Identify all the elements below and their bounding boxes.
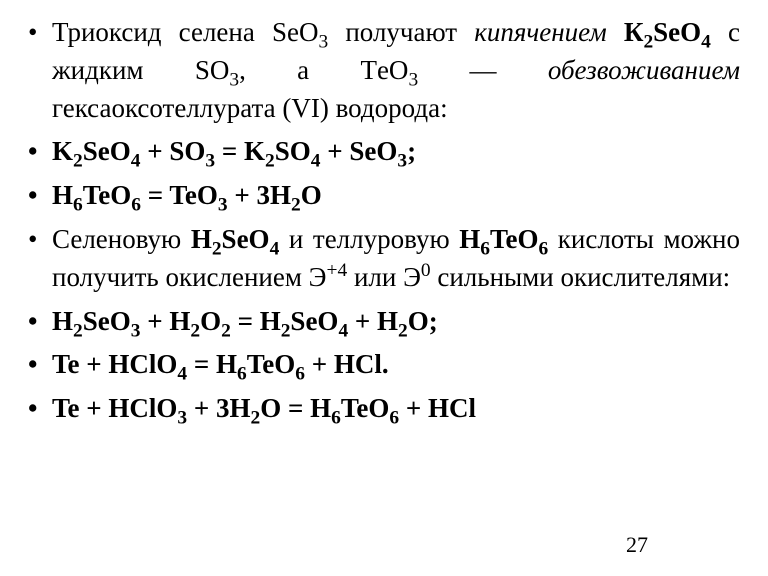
formula-h2seo4: H2SeO4 [191, 224, 279, 254]
text: или Э [347, 262, 421, 292]
text: TeO [247, 349, 296, 379]
text: + HCl [399, 393, 476, 423]
text: O = H [260, 393, 331, 423]
text: SеO [83, 136, 131, 166]
text: = TeO [141, 180, 218, 210]
text: ; [407, 136, 416, 166]
text: SeO [83, 306, 131, 336]
text: SеO [653, 17, 701, 47]
subscript: 3 [408, 69, 418, 90]
subscript: 2 [398, 320, 408, 341]
subscript: 6 [73, 195, 83, 216]
superscript: +4 [327, 260, 348, 281]
text: — [418, 55, 548, 85]
superscript: 0 [421, 260, 431, 281]
text: Te + HClO [52, 349, 177, 379]
subscript: 4 [270, 238, 280, 259]
text: гексаоксотеллурата (VI) водорода: [52, 93, 448, 123]
formula-k2seo4: К2SеO4 [624, 17, 711, 47]
text: H [459, 224, 480, 254]
text: H [52, 306, 73, 336]
equation-te-hclo4: Te + HClO4 = H6TeO6 + HCl. [22, 346, 740, 384]
paragraph-acids: Селеновую H2SeO4 и теллуровую H6TeO6 кис… [22, 221, 740, 297]
text: SO [275, 136, 311, 166]
bullet-list: Триоксид селена SеO3 получают кипячением… [22, 14, 740, 428]
subscript: 2 [251, 408, 261, 429]
text: O [200, 306, 221, 336]
text: = K [215, 136, 265, 166]
text: + H [348, 306, 398, 336]
subscript: 2 [190, 320, 200, 341]
italic-text: обезвоживанием [548, 55, 740, 85]
subscript: 2 [291, 195, 301, 216]
subscript: 6 [538, 238, 548, 259]
subscript: 6 [295, 364, 305, 385]
text: H [52, 180, 73, 210]
subscript: 3 [218, 195, 228, 216]
text: + H [140, 306, 190, 336]
equation-h2seo3-h2o2: H2SeO3 + H2O2 = H2SeO4 + H2O; [22, 303, 740, 341]
subscript: 2 [221, 320, 231, 341]
equation-h6teo6: H6TeO6 = TeO3 + 3H2O [22, 177, 740, 215]
italic-text: кипячением [474, 17, 606, 47]
text: O; [408, 306, 438, 336]
subscript: 4 [338, 320, 348, 341]
subscript: 6 [331, 408, 341, 429]
subscript: 3 [319, 31, 329, 52]
subscript: 6 [480, 238, 490, 259]
page-number: 27 [626, 532, 648, 558]
text: TeO [83, 180, 132, 210]
subscript: 4 [177, 364, 187, 385]
text: K [52, 136, 73, 166]
text: + 3H [187, 393, 250, 423]
text: + SеO [320, 136, 397, 166]
text: сильными окислителями: [431, 262, 731, 292]
text: Селеновую [52, 224, 191, 254]
equation-k2seo4-so3: K2SеO4 + SO3 = K2SO4 + SеO3; [22, 133, 740, 171]
text: Триоксид селена SеO [52, 17, 319, 47]
text: К [624, 17, 644, 47]
subscript: 2 [281, 320, 291, 341]
text: Te + HClO [52, 393, 177, 423]
formula-h6teo6: H6TeO6 [459, 224, 548, 254]
text: + 3H [228, 180, 291, 210]
text: + SO [140, 136, 205, 166]
text: , а TеO [239, 55, 408, 85]
subscript: 3 [397, 151, 407, 172]
subscript: 2 [265, 151, 275, 172]
text: TeO [341, 393, 390, 423]
subscript: 4 [701, 31, 711, 52]
text: + HCl. [305, 349, 389, 379]
subscript: 3 [205, 151, 215, 172]
subscript: 3 [131, 320, 141, 341]
subscript: 6 [237, 364, 247, 385]
subscript: 2 [212, 238, 222, 259]
paragraph-trioxide: Триоксид селена SеO3 получают кипячением… [22, 14, 740, 127]
text: и теллуровую [279, 224, 459, 254]
subscript: 3 [229, 69, 239, 90]
text: TeO [490, 224, 539, 254]
subscript: 6 [389, 408, 399, 429]
subscript: 6 [131, 195, 141, 216]
text: = H [187, 349, 237, 379]
subscript: 4 [131, 151, 141, 172]
text: SeO [290, 306, 338, 336]
text: H [191, 224, 212, 254]
text: получают [328, 17, 474, 47]
text: SeO [222, 224, 270, 254]
equation-te-hclo3: Te + HClO3 + 3H2O = H6TeO6 + HCl [22, 390, 740, 428]
subscript: 3 [177, 408, 187, 429]
subscript: 2 [643, 31, 653, 52]
text: O [301, 180, 322, 210]
text: = H [231, 306, 281, 336]
subscript: 2 [73, 320, 83, 341]
subscript: 4 [311, 151, 321, 172]
subscript: 2 [73, 151, 83, 172]
